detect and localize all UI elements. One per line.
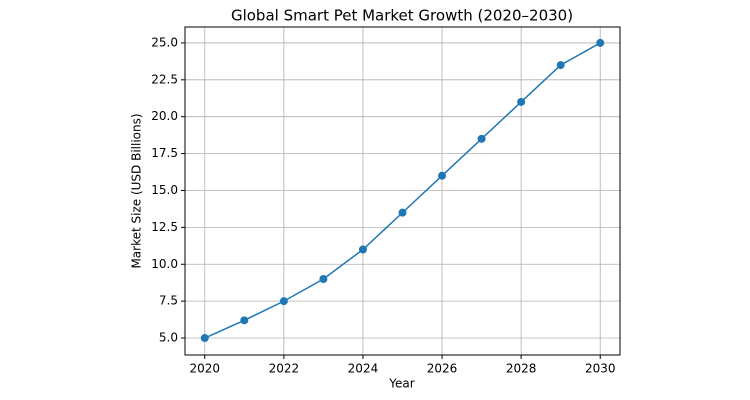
point xyxy=(596,38,605,47)
point xyxy=(398,208,407,217)
y-tick-label: 7.5 xyxy=(159,294,178,308)
plot-frame xyxy=(184,26,621,356)
x-tick-label: 2020 xyxy=(189,362,220,376)
point xyxy=(319,275,328,284)
y-tick-label: 5.0 xyxy=(159,331,178,345)
y-tick-label: 17.5 xyxy=(151,146,178,160)
point xyxy=(240,316,249,325)
chart-title: Global Smart Pet Market Growth (2020–203… xyxy=(231,7,573,25)
point xyxy=(200,334,209,343)
point xyxy=(279,297,288,306)
point xyxy=(517,97,526,106)
x-axis-label: Year xyxy=(388,377,414,391)
y-tick-label: 22.5 xyxy=(151,72,178,86)
y-tick-label: 10.0 xyxy=(151,257,178,271)
x-tick-label: 2022 xyxy=(269,362,300,376)
point xyxy=(438,171,447,180)
x-tick-label: 2030 xyxy=(585,362,616,376)
point xyxy=(556,61,565,70)
y-tick-label: 20.0 xyxy=(151,109,178,123)
x-tick-label: 2024 xyxy=(348,362,379,376)
y-tick-label: 25.0 xyxy=(151,35,178,49)
y-tick-label: 12.5 xyxy=(151,220,178,234)
x-tick-label: 2026 xyxy=(427,362,458,376)
point xyxy=(477,134,486,143)
y-axis-label: Market Size (USD Billions) xyxy=(130,113,144,268)
y-tick-label: 15.0 xyxy=(151,183,178,197)
x-tick-label: 2028 xyxy=(506,362,537,376)
point xyxy=(358,245,367,254)
